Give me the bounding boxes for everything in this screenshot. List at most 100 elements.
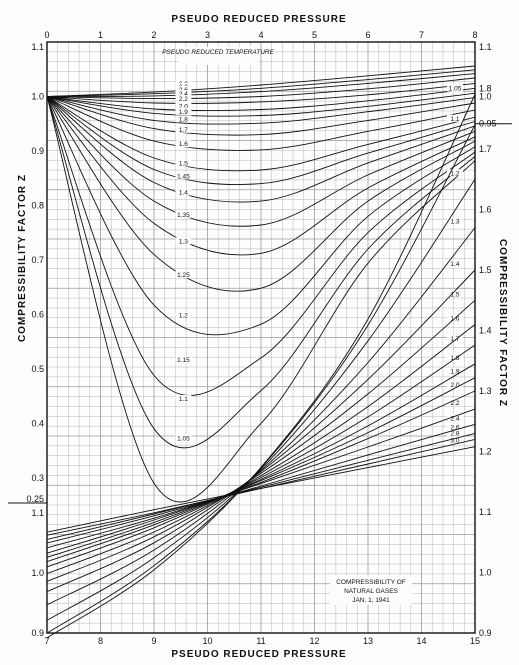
right-lower-tick-label: 1.1 — [479, 507, 492, 517]
upper-curve — [46, 96, 476, 256]
upper-curve-label: 1.25 — [177, 272, 190, 279]
lower-curve-label: 1.6 — [450, 315, 459, 322]
lower-curve — [46, 363, 476, 563]
upper-curve-label: 1.4 — [179, 189, 188, 196]
lower-curve-label-bg — [447, 335, 463, 343]
lower-curve-label: 1.3 — [450, 219, 459, 226]
left-upper-tick-label: 0.4 — [31, 418, 44, 428]
lower-curve — [46, 179, 476, 621]
upper-curve — [46, 96, 476, 125]
lower-curve-label: 1.9 — [450, 369, 459, 376]
right-upper-tick-label: 0.95 — [479, 119, 497, 129]
upper-curve-label-bg — [175, 90, 192, 98]
lower-curve — [46, 124, 476, 634]
bottom-tick-label: 10 — [202, 636, 212, 646]
lower-curve-label-bg — [447, 429, 463, 437]
upper-curve-label: 2.4 — [179, 91, 188, 98]
left-upper-tick-label: 0.3 — [31, 473, 44, 483]
lower-curve-label-bg — [447, 290, 463, 298]
upper-curve-label-bg — [175, 159, 192, 167]
lower-curve-label-bg — [447, 436, 463, 444]
top-axis-title: PSEUDO REDUCED PRESSURE — [171, 14, 346, 25]
upper-curve-label: 1.35 — [177, 212, 190, 219]
lower-curve — [46, 227, 476, 606]
upper-curve — [46, 87, 476, 112]
upper-curve-label: 1.8 — [179, 116, 188, 123]
left-lower-tick-label: 0.9 — [31, 628, 44, 638]
upper-curve-label-bg — [175, 311, 192, 319]
lower-curve-label: 2.8 — [450, 430, 459, 437]
left-upper-tick-label: 0.25 — [26, 494, 44, 504]
top-tick-label: 0 — [44, 30, 49, 40]
lower-curve-label-bg — [447, 217, 463, 225]
left-upper-tick-label: 0.5 — [31, 364, 44, 374]
right-lower-tick-label: 1.3 — [479, 386, 492, 396]
top-tick-label: 7 — [419, 30, 424, 40]
upper-curve — [46, 73, 476, 97]
upper-curve-label: 1.2 — [179, 312, 188, 319]
upper-curve — [46, 65, 476, 97]
upper-curve-label: 1.1 — [179, 396, 188, 403]
lower-curve-label-bg — [447, 399, 463, 407]
bottom-tick-label: 9 — [151, 636, 156, 646]
legend-line-2: NATURAL GASES — [344, 588, 398, 595]
lower-curve-label-bg — [447, 84, 463, 92]
top-tick-label: 3 — [205, 30, 210, 40]
lower-curve-label-bg — [447, 423, 463, 431]
left-upper-tick-label: 1.1 — [31, 42, 44, 52]
right-lower-tick-label: 1.5 — [479, 265, 492, 275]
lower-curve — [46, 269, 476, 593]
lower-curve — [46, 432, 476, 540]
lower-curve-label: 2.4 — [450, 415, 459, 422]
upper-curve — [46, 92, 476, 117]
top-tick-label: 1 — [98, 30, 103, 40]
lower-curve — [46, 377, 476, 558]
right-axis-title: COMPRESSIBILITY FACTOR Z — [497, 239, 508, 407]
upper-curve-label-bg — [175, 356, 192, 364]
lower-curve-label: 3.0 — [450, 438, 459, 445]
upper-curve — [46, 96, 476, 185]
labels: 0 1 2 3 4 5 6 7 87 8 9 10 11 12 13 14 151.11.00.90.80.70… — [26, 30, 496, 646]
upper-curve-label: 2.2 — [179, 96, 188, 103]
lower-curve-label-bg — [447, 381, 463, 388]
left-axis-title: COMPRESSIBILITY FACTOR Z — [17, 174, 28, 342]
right-lower-tick-label: 1.4 — [479, 326, 492, 336]
top-tick-label: 4 — [258, 30, 263, 40]
upper-curve — [46, 96, 476, 336]
lower-curve — [46, 408, 476, 549]
left-upper-tick-label: 0.6 — [31, 309, 44, 319]
lower-curve-label: 1.5 — [450, 291, 459, 298]
lower-curve-label-bg — [447, 367, 463, 375]
lower-curve-label-bg — [447, 260, 463, 267]
lower-curve — [46, 344, 476, 568]
legend-line-3: JAN. 1, 1941 — [352, 597, 390, 604]
upper-curve-label: 1.9 — [179, 109, 188, 116]
upper-curve-label: 1.6 — [179, 141, 188, 148]
upper-curve — [46, 96, 476, 203]
family-label-bg — [178, 47, 258, 65]
upper-curve — [46, 96, 476, 396]
upper-curve-label-bg — [175, 107, 192, 115]
right-lower-tick-label: 1.2 — [479, 447, 492, 457]
bottom-tick-label: 7 — [44, 636, 49, 646]
curves: 3.02.82.62.42.22.01.91.81.71.61.51.451.4… — [46, 65, 476, 639]
lower-curve — [46, 324, 476, 575]
lower-curve-label: 2.2 — [450, 400, 459, 407]
right-upper-tick-label: 1.1 — [479, 42, 492, 52]
upper-curve-label-bg — [175, 85, 192, 93]
lower-curve — [46, 423, 476, 544]
right-lower-tick-label: 1.7 — [479, 144, 492, 154]
bottom-axis-title: PSEUDO REDUCED PRESSURE — [171, 649, 346, 660]
right-lower-tick-label: 1.6 — [479, 205, 492, 215]
lower-curve — [46, 299, 476, 582]
top-tick-label: 8 — [472, 30, 477, 40]
upper-curve — [46, 96, 476, 172]
upper-curve-label-bg — [175, 125, 192, 133]
lower-curve — [46, 390, 476, 554]
upper-curve-label-bg — [175, 188, 192, 196]
family-label: PSEUDO REDUCED TEMPERATURE — [162, 49, 275, 56]
left-lower-tick-label: 1.0 — [31, 568, 44, 578]
upper-curve-label-bg — [175, 102, 192, 110]
